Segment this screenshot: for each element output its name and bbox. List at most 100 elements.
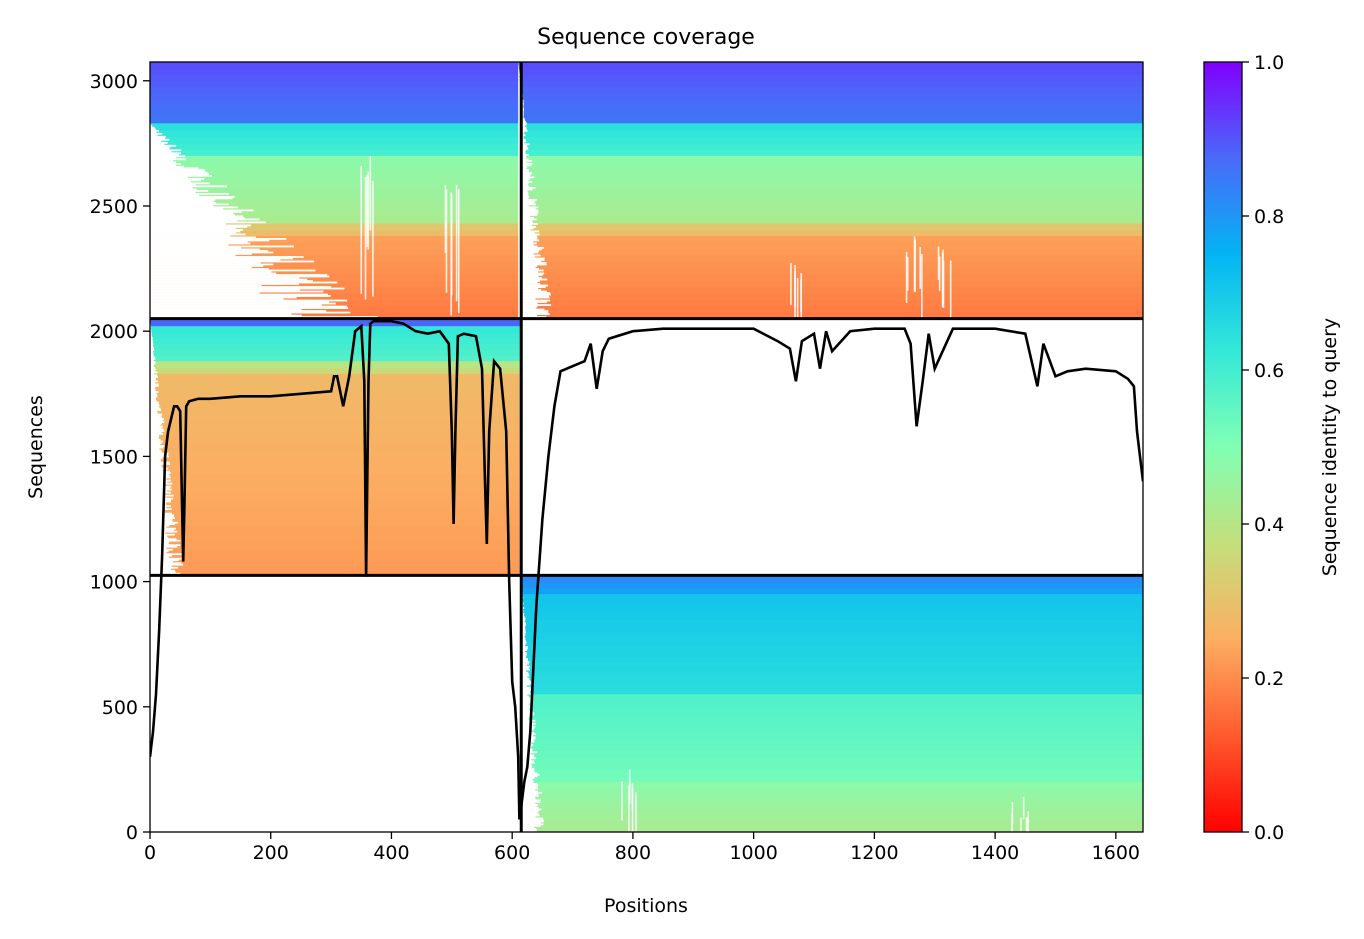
coverage-band xyxy=(521,286,1143,294)
coverage-gap xyxy=(150,547,167,550)
coverage-band xyxy=(150,186,522,194)
coverage-gap xyxy=(444,185,447,254)
coverage-band xyxy=(521,186,1143,194)
coverage-gap xyxy=(913,236,916,292)
x-tick-label: 800 xyxy=(615,842,651,864)
coverage-gap xyxy=(518,75,520,78)
coverage-band xyxy=(521,581,1143,589)
coverage-gap xyxy=(150,179,201,182)
coverage-gap xyxy=(521,781,534,784)
coverage-band xyxy=(521,700,1143,708)
coverage-gap xyxy=(150,388,156,390)
coverage-gap xyxy=(150,134,158,137)
coverage-gap xyxy=(521,649,528,652)
coverage-gap xyxy=(518,153,529,156)
coverage-band xyxy=(150,562,522,570)
coverage-gap xyxy=(518,239,540,242)
coverage-gap xyxy=(150,487,170,489)
coverage-gap xyxy=(150,185,228,188)
coverage-gap xyxy=(790,263,792,306)
coverage-band xyxy=(521,806,1143,814)
coverage-gap xyxy=(518,72,520,75)
coverage-band xyxy=(521,174,1143,182)
coverage-band xyxy=(521,644,1143,652)
coverage-gap xyxy=(150,245,294,248)
coverage-gap xyxy=(150,344,153,347)
coverage-gap xyxy=(521,715,531,718)
coverage-gap xyxy=(150,473,170,476)
coverage-gap xyxy=(521,691,530,694)
coverage-gap xyxy=(150,418,164,420)
coverage-gap xyxy=(150,445,165,447)
coverage-band xyxy=(521,293,1143,301)
coverage-band xyxy=(150,111,522,118)
coverage-gap xyxy=(150,449,162,452)
coverage-gap xyxy=(518,308,545,311)
coverage-gap xyxy=(150,356,155,359)
coverage-gap xyxy=(150,556,169,559)
coverage-gap xyxy=(150,287,345,290)
coverage-gap xyxy=(521,700,532,703)
coverage-gap xyxy=(150,551,167,554)
coverage-gap xyxy=(521,790,538,793)
coverage-gap xyxy=(150,182,211,185)
coverage-gap xyxy=(150,192,229,195)
coverage-band xyxy=(150,461,522,469)
coverage-gap xyxy=(518,200,536,203)
colorbar: 0.0 0.2 0.4 0.6 0.8 1.0 Sequence identity to … xyxy=(1203,52,1341,844)
coverage-gap xyxy=(521,641,527,644)
coverage-gap xyxy=(521,632,526,635)
coverage-gap xyxy=(518,209,539,212)
coverage-band xyxy=(150,261,522,269)
coverage-gap xyxy=(521,713,535,716)
coverage-gap xyxy=(521,824,541,827)
coverage-gap xyxy=(150,403,159,405)
coverage-gap xyxy=(518,81,521,84)
coverage-band xyxy=(521,750,1143,758)
y-axis: 0 500 1000 1500 2000 2500 3000 xyxy=(90,71,150,844)
coverage-gap xyxy=(518,168,530,171)
coverage-gap xyxy=(521,628,526,630)
coverage-gap xyxy=(150,313,292,315)
coverage-gap xyxy=(150,314,302,317)
coverage-gap xyxy=(150,497,174,500)
coverage-band xyxy=(150,255,522,263)
coverage-band xyxy=(150,355,522,362)
coverage-gap xyxy=(521,704,533,707)
coverage-gap xyxy=(150,350,153,353)
coverage-gap xyxy=(942,249,944,307)
coverage-gap xyxy=(150,310,327,312)
coverage-gap xyxy=(521,748,533,751)
coverage-gap xyxy=(521,626,525,629)
coverage-gap xyxy=(150,400,157,402)
coverage-band xyxy=(521,267,1143,275)
coverage-gap xyxy=(150,559,179,562)
coverage-gap xyxy=(521,734,534,737)
coverage-gap xyxy=(521,698,531,701)
coverage-gap xyxy=(150,329,152,332)
coverage-gap xyxy=(150,553,182,556)
coverage-gap xyxy=(150,539,181,542)
coverage-band xyxy=(521,280,1143,288)
coverage-gap xyxy=(150,253,252,255)
coverage-gap xyxy=(150,259,281,261)
coverage-gap xyxy=(150,191,196,194)
coverage-gap xyxy=(150,197,233,200)
coverage-band xyxy=(150,192,522,200)
coverage-gap xyxy=(150,215,244,218)
coverage-band xyxy=(150,518,522,526)
coverage-gap xyxy=(518,286,546,288)
coverage-gap xyxy=(521,650,526,653)
coverage-gap xyxy=(518,224,533,227)
coverage-band xyxy=(150,198,522,206)
coverage-band xyxy=(521,775,1143,783)
coverage-gap xyxy=(518,147,529,150)
coverage-gap xyxy=(518,299,551,302)
coverage-gap xyxy=(518,253,534,255)
coverage-gap xyxy=(521,806,539,809)
coverage-gap xyxy=(150,464,162,467)
coverage-gap xyxy=(521,616,525,618)
coverage-gap xyxy=(518,251,539,254)
coverage-gap xyxy=(518,295,549,297)
coverage-gap xyxy=(521,791,543,794)
